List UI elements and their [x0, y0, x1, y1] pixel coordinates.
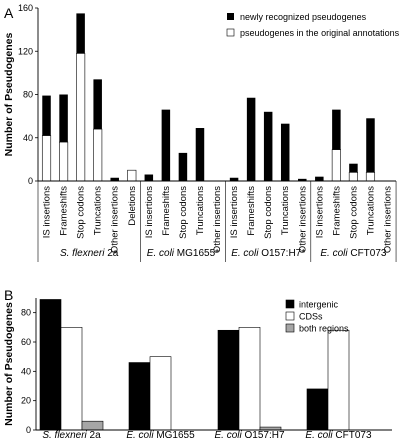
y-tick-label: 0: [28, 176, 33, 186]
legend-swatch: [285, 299, 295, 309]
legend-swatch: [285, 323, 295, 333]
category-label: IS insertions: [42, 186, 53, 239]
category-label: Truncations: [365, 186, 376, 236]
y-axis-label: Number of Pseudogenes: [3, 33, 15, 157]
bar-newly-recognized: [263, 111, 273, 181]
category-label: Stop codons: [263, 186, 274, 239]
category-label: Stop codons: [348, 186, 359, 239]
bar-original: [59, 141, 69, 182]
category-label: Stop codons: [76, 186, 87, 239]
bar-newly-recognized: [332, 109, 341, 150]
category-label: IS insertions: [229, 186, 240, 239]
category-label: Deletions: [127, 186, 138, 226]
bar-intergenic: [128, 362, 151, 431]
category-label: S. flexneri 2a: [42, 430, 101, 440]
category-label: Stop codons: [178, 186, 189, 239]
bar-newly-recognized: [93, 79, 102, 130]
y-tick-label: 60: [21, 337, 31, 347]
bar-original: [76, 53, 86, 182]
category-label: Frameshifts: [161, 186, 172, 236]
legend-swatch: [226, 28, 235, 37]
bar-newly-recognized: [42, 95, 51, 136]
bar-newly-recognized: [195, 128, 205, 181]
bar-original: [348, 172, 358, 182]
bar-newly-recognized: [280, 123, 290, 181]
y-tick-label: 120: [18, 46, 33, 56]
group-label: E. coli MG1655*: [147, 248, 219, 259]
bar-newly-recognized: [59, 94, 68, 143]
legend-swatch: [285, 311, 295, 321]
y-tick-label: 40: [23, 133, 33, 143]
group-label: E. coli CFT073: [320, 248, 387, 259]
y-tick-label: 40: [21, 366, 31, 376]
y-tick-label: 160: [18, 3, 33, 13]
category-label: Other insertions: [383, 186, 394, 253]
bar-original: [365, 172, 376, 182]
category-label: E. coli MG1655: [126, 430, 195, 440]
category-label: IS insertions: [144, 186, 155, 239]
bar-CDSs: [238, 327, 261, 431]
bar-CDSs: [149, 356, 172, 431]
group-label: E. coli O157:H7*: [231, 248, 305, 259]
bar-intergenic: [217, 329, 240, 431]
bar-original: [331, 149, 341, 182]
category-label: Truncations: [195, 186, 206, 236]
bar-intergenic: [306, 388, 329, 431]
bar-newly-recognized: [161, 109, 171, 181]
y-tick-label: 0: [26, 425, 31, 435]
category-label: Truncations: [93, 186, 104, 236]
bar-newly-recognized: [246, 97, 256, 181]
bar-newly-recognized: [298, 178, 307, 181]
bar-original: [127, 169, 137, 182]
panel-label: A: [4, 5, 14, 21]
panel-label: B: [4, 287, 13, 303]
category-label: E. coli CFT073: [305, 430, 372, 440]
bar-newly-recognized: [178, 152, 188, 181]
bar-newly-recognized: [76, 13, 85, 54]
legend-swatch: [227, 13, 234, 20]
y-axis-label: Number of Pseudogenes: [3, 302, 15, 426]
category-label: IS insertions: [314, 186, 325, 239]
bar-CDSs: [60, 327, 83, 431]
bar-original: [41, 135, 52, 182]
legend-label: CDSs: [299, 312, 323, 322]
category-label: Other insertions: [297, 186, 308, 253]
category-label: Frameshifts: [331, 186, 342, 236]
category-label: Frameshifts: [59, 186, 70, 236]
bar-newly-recognized: [315, 176, 324, 181]
panel-a-chart: A Number of Pseudogenes 0 40 80 120 160 IS inse…: [3, 3, 400, 262]
bar-CDSs: [327, 329, 350, 431]
category-label: Other insertions: [212, 186, 223, 253]
bar-newly-recognized: [110, 177, 119, 181]
y-tick-label: 80: [21, 308, 31, 318]
bar-original: [93, 128, 103, 182]
category-label: Other insertions: [110, 186, 121, 253]
bar-newly-recognized: [144, 174, 154, 181]
bar-both-regions: [81, 420, 104, 431]
category-label: Frameshifts: [246, 186, 257, 236]
bar-newly-recognized: [349, 163, 358, 173]
group-label: S. flexneri 2a: [60, 248, 119, 259]
legend-label: newly recognized pseudogenes: [240, 12, 367, 22]
category-label: Truncations: [280, 186, 291, 236]
legend-label: pseudogenes in the original annotations: [240, 28, 400, 38]
y-tick-label: 80: [23, 90, 33, 100]
legend-label: both regions: [299, 324, 349, 334]
legend-label: intergenic: [299, 300, 339, 310]
y-tick-label: 20: [21, 396, 31, 406]
bar-intergenic: [39, 299, 62, 431]
bar-newly-recognized: [366, 118, 375, 173]
bar-newly-recognized: [229, 177, 239, 181]
category-label: E. coli O157:H7: [214, 430, 284, 440]
